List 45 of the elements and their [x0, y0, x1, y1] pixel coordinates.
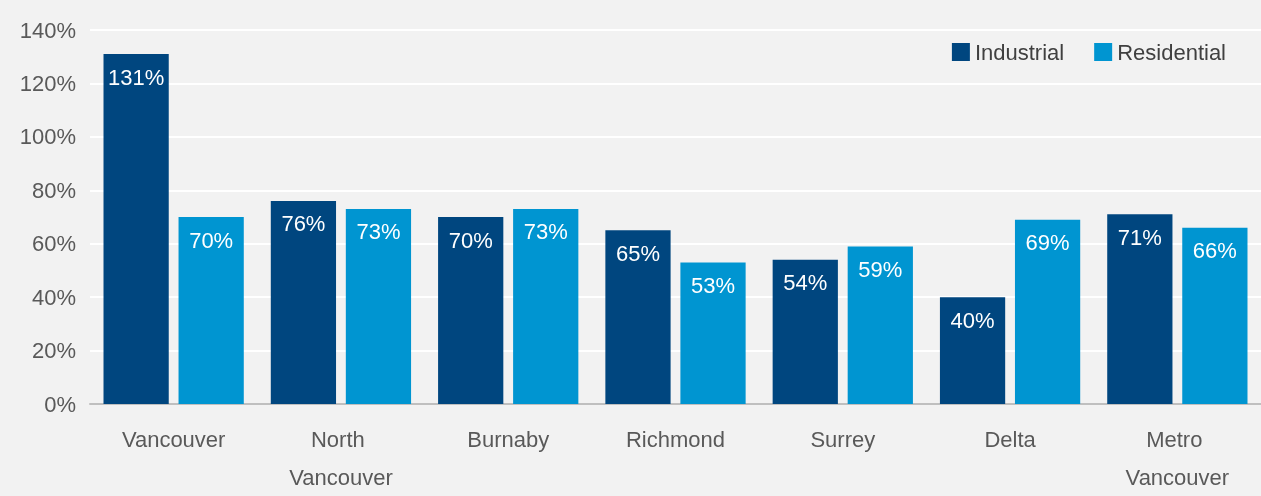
bar: [1107, 214, 1173, 404]
bar: [605, 230, 671, 404]
data-label: 73%: [356, 219, 401, 245]
bar: [680, 262, 746, 404]
data-label: 54%: [783, 270, 828, 296]
y-tick-label: 80%: [31, 177, 76, 203]
x-tick-label: Richmond: [625, 426, 726, 452]
data-label: 59%: [858, 256, 903, 282]
data-label: 73%: [523, 219, 568, 245]
bar: [103, 54, 169, 404]
y-tick-label: 100%: [19, 124, 76, 150]
data-label: 40%: [950, 307, 995, 333]
data-label: 69%: [1025, 230, 1070, 256]
x-tick-label: Surrey: [810, 426, 876, 452]
bar: [513, 208, 579, 404]
y-tick-label: 40%: [31, 284, 76, 310]
data-label: 66%: [1192, 238, 1237, 264]
bar: [772, 259, 838, 404]
bar: [1014, 219, 1081, 404]
y-tick-label: 20%: [31, 338, 76, 364]
x-tick-label: Burnaby: [467, 426, 550, 452]
y-tick-label: 0%: [44, 391, 76, 417]
bar: [345, 208, 412, 404]
x-tick-label: Vancouver: [121, 426, 226, 452]
data-label: 53%: [690, 272, 736, 298]
legend-label: Industrial: [974, 39, 1065, 65]
bar: [270, 200, 337, 404]
y-tick-label: 140%: [19, 17, 76, 43]
bar: [1182, 227, 1248, 404]
y-tick-label: 120%: [19, 70, 76, 96]
bar: [438, 217, 504, 404]
bar: [939, 297, 1006, 404]
data-label: 131%: [107, 64, 165, 90]
x-tick-label: Delta: [984, 426, 1037, 452]
data-label: 70%: [448, 227, 493, 253]
data-label: 76%: [281, 211, 326, 237]
bar: [847, 246, 913, 404]
legend-label: Residential: [1117, 39, 1226, 65]
bar: [178, 217, 244, 404]
data-label: 65%: [615, 240, 661, 266]
x-tick-label: Metro Vancouver: [1125, 426, 1230, 490]
x-tick-label: North Vancouver: [289, 426, 393, 490]
data-label: 71%: [1117, 224, 1162, 250]
y-tick-label: 60%: [31, 231, 76, 257]
data-label: 70%: [189, 227, 234, 253]
